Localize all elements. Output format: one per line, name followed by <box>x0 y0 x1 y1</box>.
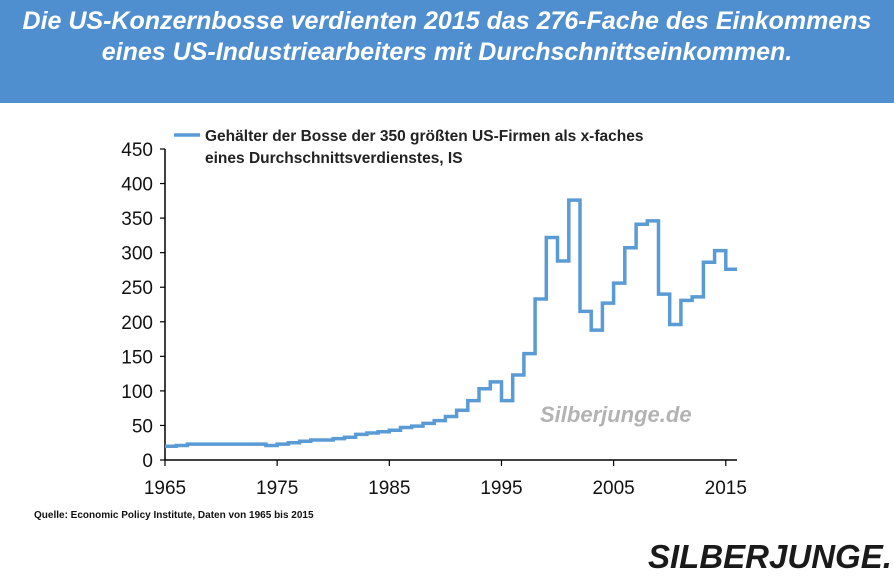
brand-logo: SILBERJUNGE. <box>648 538 892 575</box>
source-note: Quelle: Economic Policy Institute, Daten… <box>34 510 314 521</box>
x-tick-label: 2015 <box>705 478 747 499</box>
page-title: Die US-Konzernbosse verdienten 2015 das … <box>22 7 872 66</box>
legend: Gehälter der Bosse der 350 größten US-Fi… <box>174 128 643 167</box>
series-line <box>165 198 737 448</box>
y-tick-label: 150 <box>121 347 153 368</box>
x-tick-label: 1985 <box>368 478 410 499</box>
y-tick-label: 400 <box>121 175 153 196</box>
y-tick-label: 300 <box>121 244 153 265</box>
legend-label-line1: Gehälter der Bosse der 350 größten US-Fi… <box>205 128 643 145</box>
x-tick-label: 1965 <box>144 478 186 499</box>
y-tick-label: 0 <box>142 451 153 472</box>
y-tick-label: 200 <box>121 313 153 334</box>
y-tick-label: 100 <box>121 382 153 403</box>
x-tick-label: 1975 <box>256 478 298 499</box>
x-axis: 1965 1975 1985 1995 2005 2015 <box>144 459 747 499</box>
legend-label-line2: eines Durchschnittsverdienstes, IS <box>205 150 463 167</box>
x-tick-label: 1995 <box>480 478 522 499</box>
y-axis: 0 50 100 150 200 250 300 350 400 450 <box>121 140 166 472</box>
title-banner: Die US-Konzernbosse verdienten 2015 das … <box>0 0 894 103</box>
y-tick-label: 250 <box>121 278 153 299</box>
y-tick-label: 450 <box>121 140 153 161</box>
x-tick-label: 2005 <box>592 478 634 499</box>
watermark: Silberjunge.de <box>540 402 692 427</box>
y-tick-label: 350 <box>121 209 153 230</box>
y-tick-label: 50 <box>132 416 153 437</box>
